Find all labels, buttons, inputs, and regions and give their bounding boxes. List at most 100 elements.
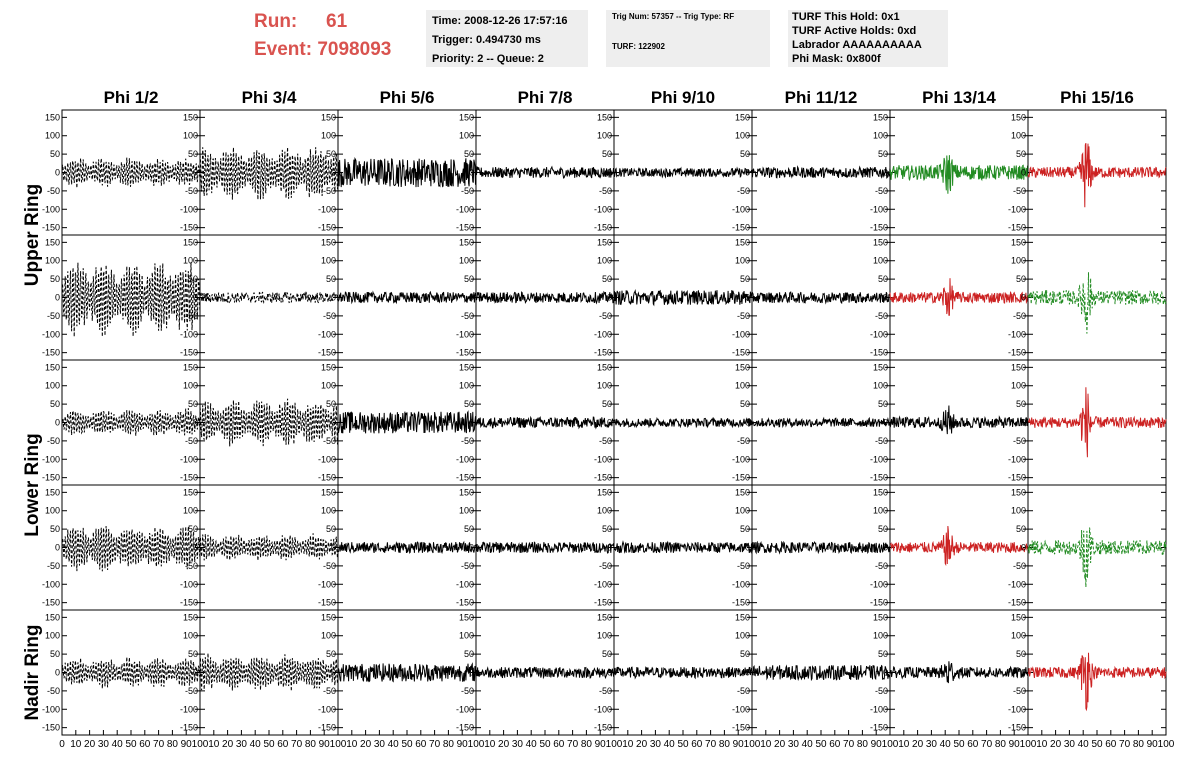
y-tick-label: -150: [1008, 223, 1026, 233]
x-tick-label: 20: [498, 739, 510, 750]
y-tick-label: -50: [47, 686, 60, 696]
y-tick-label: 150: [45, 362, 60, 372]
x-tick-label: 80: [719, 739, 731, 750]
y-tick-label: -50: [875, 186, 888, 196]
y-tick-label: 50: [326, 274, 336, 284]
y-tick-label: -100: [180, 204, 198, 214]
y-tick-label: 0: [331, 543, 336, 553]
y-tick-label: -150: [180, 598, 198, 608]
y-tick-label: -100: [318, 329, 336, 339]
y-tick-label: 100: [1011, 381, 1026, 391]
y-tick-label: -150: [180, 223, 198, 233]
y-tick-label: 0: [469, 293, 474, 303]
y-tick-label: 150: [597, 487, 612, 497]
y-tick-label: -150: [180, 473, 198, 483]
column-title: Phi 11/12: [785, 88, 858, 107]
y-tick-label: 150: [45, 612, 60, 622]
y-tick-label: -50: [47, 561, 60, 571]
x-tick-label: 50: [263, 739, 275, 750]
y-tick-label: 0: [883, 543, 888, 553]
y-tick-label: 50: [464, 149, 474, 159]
x-tick-label: 10: [208, 739, 220, 750]
y-tick-label: -100: [456, 579, 474, 589]
y-tick-label: -150: [1008, 348, 1026, 358]
y-tick-label: 50: [740, 524, 750, 534]
y-tick-label: -150: [732, 348, 750, 358]
waveform-trace: [475, 290, 615, 305]
y-tick-label: -150: [180, 348, 198, 358]
waveform-trace: [337, 290, 477, 305]
y-tick-label: 100: [597, 256, 612, 266]
y-tick-label: 150: [597, 237, 612, 247]
y-tick-label: 50: [188, 274, 198, 284]
x-tick-label: 70: [429, 739, 441, 750]
y-tick-label: 150: [1011, 487, 1026, 497]
y-tick-label: 50: [464, 524, 474, 534]
y-tick-label: 0: [469, 543, 474, 553]
waveform-trace: [889, 661, 1029, 684]
y-tick-label: 100: [183, 256, 198, 266]
y-tick-label: 50: [326, 649, 336, 659]
waveform-trace: [889, 405, 1029, 435]
y-tick-label: 150: [1011, 362, 1026, 372]
x-tick-label: 80: [581, 739, 593, 750]
waveform-trace: [475, 666, 615, 680]
y-tick-label: -150: [180, 723, 198, 733]
y-tick-label: 100: [459, 381, 474, 391]
y-tick-label: -150: [456, 473, 474, 483]
y-tick-label: -50: [737, 311, 750, 321]
row-title: Nadir Ring: [22, 624, 43, 720]
x-tick-label: 10: [1036, 739, 1048, 750]
y-tick-label: -150: [594, 223, 612, 233]
y-tick-label: 0: [55, 543, 60, 553]
y-tick-label: -50: [323, 561, 336, 571]
trig-info-box: Trig Num: 57357 -- Trig Type: RF TURF: 1…: [606, 10, 770, 67]
y-tick-label: 0: [331, 293, 336, 303]
y-tick-label: -100: [318, 204, 336, 214]
y-tick-label: -150: [318, 723, 336, 733]
waveform-trace: [1027, 387, 1167, 458]
x-tick-label: 40: [250, 739, 262, 750]
y-tick-label: 50: [602, 149, 612, 159]
y-tick-label: -150: [594, 473, 612, 483]
y-tick-label: 0: [745, 668, 750, 678]
x-tick-label: 10: [70, 739, 82, 750]
y-tick-label: -100: [870, 454, 888, 464]
waveform-trace: [199, 653, 339, 692]
x-tick-label: 90: [181, 739, 193, 750]
y-tick-label: 150: [459, 612, 474, 622]
y-tick-label: 0: [1021, 418, 1026, 428]
y-tick-label: 50: [602, 399, 612, 409]
y-tick-label: -50: [599, 186, 612, 196]
x-tick-label: 20: [912, 739, 924, 750]
waveform-trace: [199, 398, 339, 447]
x-tick-label: 30: [236, 739, 248, 750]
y-tick-label: -100: [732, 329, 750, 339]
y-tick-label: 0: [607, 668, 612, 678]
y-tick-label: 50: [602, 649, 612, 659]
y-tick-label: 0: [193, 668, 198, 678]
waveform-trace: [61, 408, 201, 436]
y-tick-label: 100: [45, 131, 60, 141]
y-tick-label: 150: [45, 487, 60, 497]
y-tick-label: 50: [878, 274, 888, 284]
y-tick-label: -100: [1008, 579, 1026, 589]
y-tick-label: -100: [180, 454, 198, 464]
y-tick-label: -50: [599, 311, 612, 321]
y-tick-label: 150: [735, 362, 750, 372]
y-tick-label: 150: [183, 237, 198, 247]
y-tick-label: -150: [42, 223, 60, 233]
time-info-box: Time: 2008-12-26 17:57:16 Trigger: 0.494…: [426, 10, 588, 67]
x-tick-label: 50: [539, 739, 551, 750]
x-tick-label: 10: [898, 739, 910, 750]
y-tick-label: -150: [870, 598, 888, 608]
y-tick-label: 100: [735, 506, 750, 516]
y-tick-label: 50: [188, 149, 198, 159]
y-tick-label: 100: [597, 381, 612, 391]
column-title: Phi 3/4: [242, 88, 297, 107]
x-tick-label: 60: [1105, 739, 1117, 750]
y-tick-label: -50: [875, 686, 888, 696]
y-tick-label: 150: [873, 612, 888, 622]
y-tick-label: -50: [599, 561, 612, 571]
y-tick-label: -150: [870, 348, 888, 358]
